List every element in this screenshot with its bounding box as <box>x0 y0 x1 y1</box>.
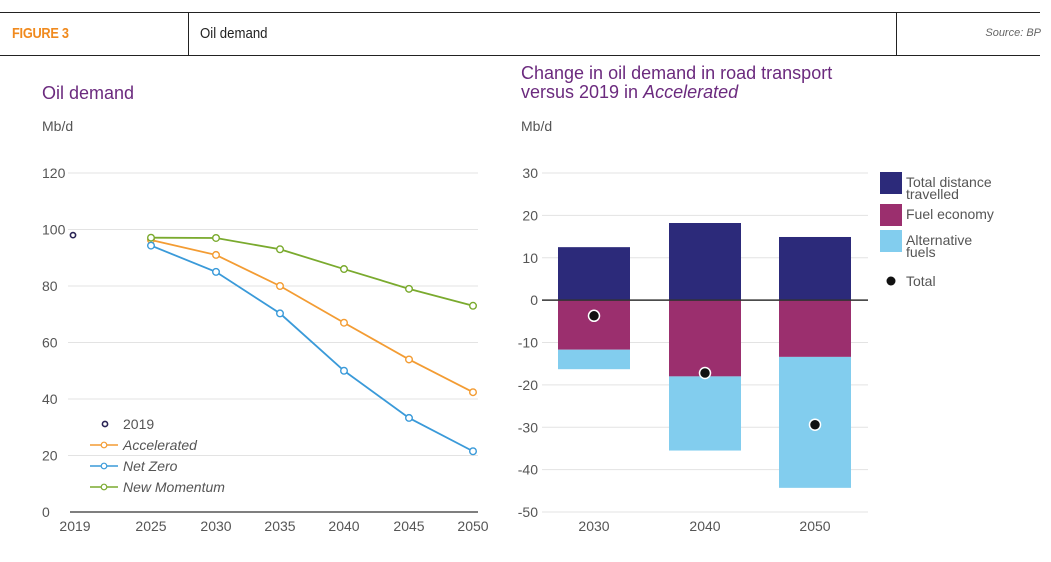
series-line-accelerated <box>150 239 474 394</box>
left-chart-title: Oil demand <box>42 83 135 103</box>
y-tick-label: -50 <box>518 504 538 520</box>
legend-swatch <box>880 172 902 194</box>
y-tick-label: 0 <box>530 292 538 308</box>
data-point <box>469 388 478 397</box>
legend-label: Net Zero <box>123 458 178 474</box>
x-tick-label: 2030 <box>578 518 609 534</box>
header-top-rule <box>0 12 1040 13</box>
x-tick-label: 2035 <box>264 518 295 534</box>
legend-swatch <box>880 230 902 252</box>
legend-marker <box>100 462 108 470</box>
bar-segment-fuel-economy <box>669 300 741 377</box>
legend-marker <box>100 441 108 449</box>
data-point <box>405 413 414 422</box>
y-tick-label: 20 <box>522 207 538 223</box>
bar-segment-alternative-fuels <box>669 376 741 451</box>
right-chart-title-scenario: Accelerated <box>643 82 739 102</box>
y-tick-label: 120 <box>42 165 66 181</box>
x-tick-label: 2019 <box>59 518 90 534</box>
bar-segment-fuel-economy <box>558 300 630 350</box>
data-point <box>211 267 220 276</box>
data-point <box>469 447 478 456</box>
legend-label: travelled <box>906 186 959 202</box>
y-tick-label: 20 <box>42 448 58 464</box>
data-point <box>469 301 478 310</box>
total-marker <box>587 309 601 323</box>
data-point <box>276 309 285 318</box>
right-chart-title-line1: Change in oil demand in road transport <box>521 63 833 83</box>
right-chart-title-line2: versus 2019 in Accelerated <box>521 83 832 102</box>
header-bottom-rule <box>0 55 1040 56</box>
bar-segment-total-distance-travelled <box>779 236 851 301</box>
figure-label: FIGURE 3 <box>12 25 69 42</box>
data-point <box>276 245 285 254</box>
left-chart-unit: Mb/d <box>42 118 74 134</box>
y-tick-label: 60 <box>42 335 58 351</box>
legend-marker-2019 <box>101 420 109 428</box>
y-tick-label: 30 <box>522 165 538 181</box>
bar-segment-fuel-economy <box>779 300 851 357</box>
x-tick-label: 2040 <box>328 518 359 534</box>
legend-label: fuels <box>906 244 936 260</box>
figure-source: Source: BP <box>985 27 1041 39</box>
x-tick-label: 2040 <box>689 518 720 534</box>
y-tick-label: -30 <box>518 419 538 435</box>
legend-label: Accelerated <box>122 437 198 453</box>
header-divider-right <box>896 12 897 55</box>
right-chart-unit: Mb/d <box>521 118 553 134</box>
bar-segment-total-distance-travelled <box>558 247 630 301</box>
data-point <box>340 366 349 375</box>
data-point <box>340 318 349 327</box>
legend-label-total: Total <box>906 273 936 289</box>
series-line-new-momentum <box>150 236 474 307</box>
data-point <box>340 265 349 274</box>
y-tick-label: -10 <box>518 335 538 351</box>
total-marker <box>808 418 822 431</box>
legend-marker <box>100 483 108 491</box>
legend-label: New Momentum <box>123 479 225 495</box>
series-line-net-zero <box>150 244 474 453</box>
data-point <box>146 241 155 250</box>
x-tick-label: 2045 <box>393 518 424 534</box>
data-point <box>211 250 220 259</box>
legend-swatch <box>880 204 902 226</box>
y-tick-label: 10 <box>522 250 538 266</box>
data-point <box>146 233 155 242</box>
data-point <box>276 282 285 291</box>
y-tick-label: 80 <box>42 278 58 294</box>
data-point <box>211 233 220 242</box>
data-point <box>405 355 414 364</box>
x-tick-label: 2050 <box>457 518 488 534</box>
y-tick-label: -40 <box>518 462 538 478</box>
legend-label: Total distance <box>906 174 992 190</box>
y-tick-label: 0 <box>42 504 50 520</box>
bar-segment-alternative-fuels <box>558 349 630 370</box>
figure-title: Oil demand <box>200 25 268 42</box>
data-point <box>405 284 414 293</box>
x-tick-label: 2050 <box>799 518 830 534</box>
y-tick-label: -20 <box>518 377 538 393</box>
legend-label: Fuel economy <box>906 206 994 222</box>
legend-marker-total <box>886 276 896 286</box>
legend-label-2019: 2019 <box>123 416 154 432</box>
right-chart-title: Change in oil demand in road transport v… <box>521 64 832 102</box>
total-marker <box>698 366 712 380</box>
legend-label: Alternative <box>906 232 972 248</box>
x-tick-label: 2030 <box>200 518 231 534</box>
x-tick-label: 2025 <box>135 518 166 534</box>
right-chart-title-prefix: versus 2019 in <box>521 82 644 102</box>
header-divider-left <box>188 12 189 55</box>
bar-segment-total-distance-travelled <box>669 223 741 301</box>
y-tick-label: 40 <box>42 391 58 407</box>
y-tick-label: 100 <box>42 222 66 238</box>
data-point-2019 <box>69 231 77 239</box>
